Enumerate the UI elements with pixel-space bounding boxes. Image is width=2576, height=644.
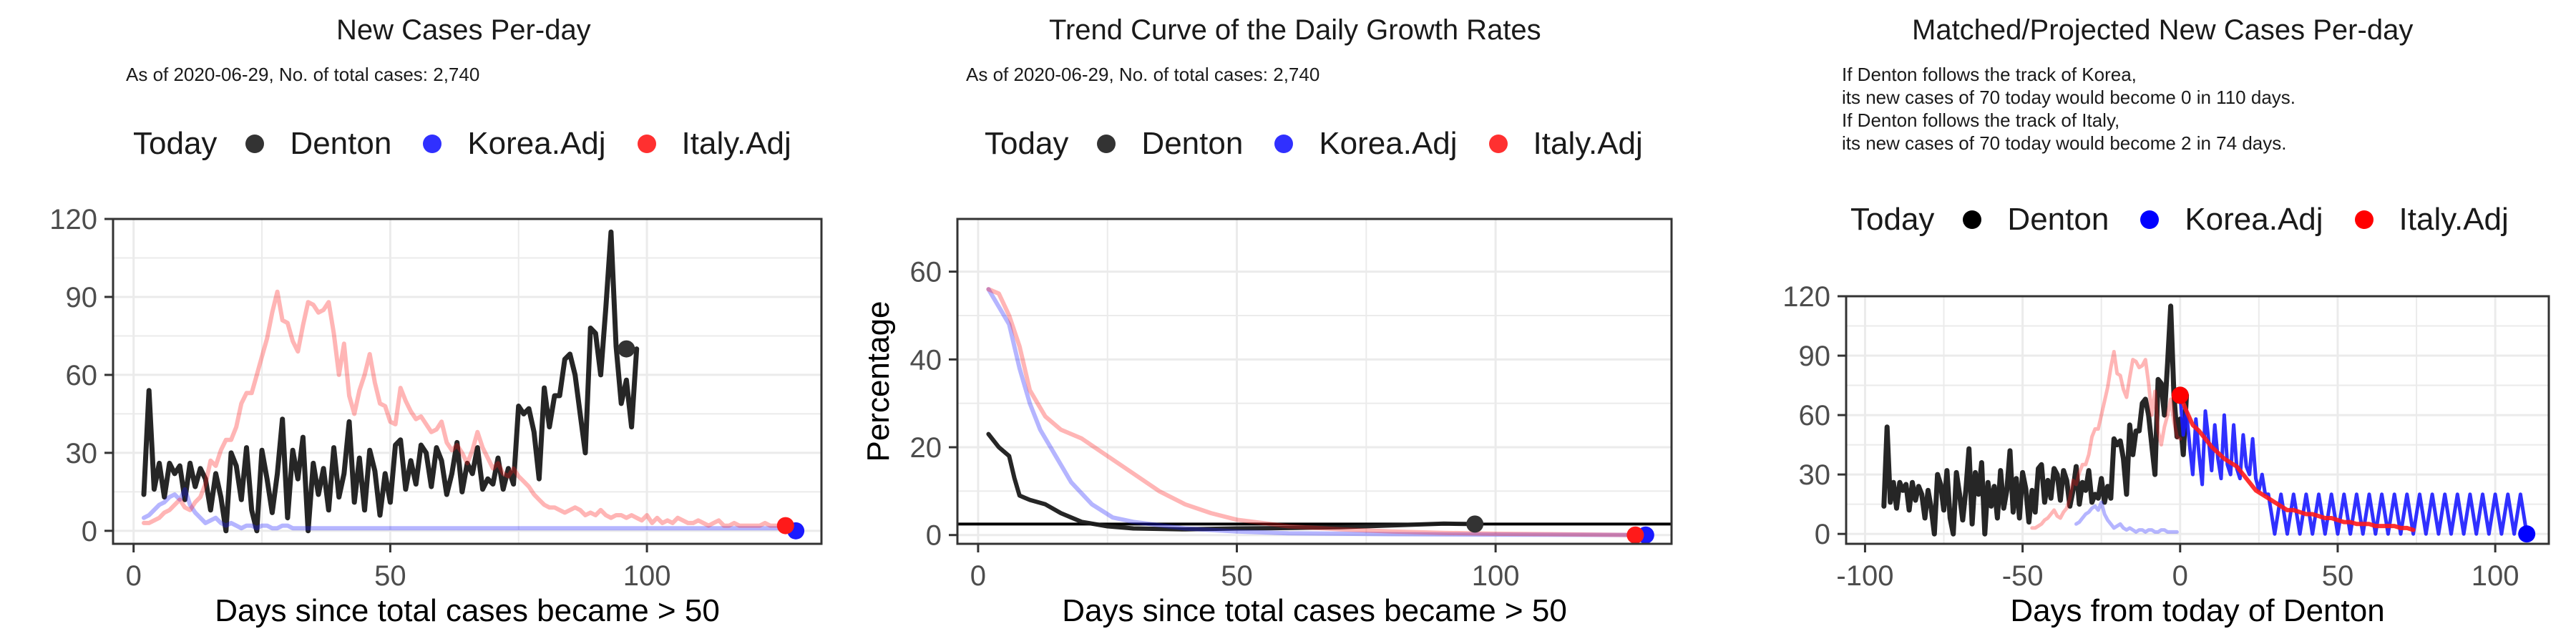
series-line: [986, 431, 1478, 532]
endpoint-marker: [1466, 515, 1484, 533]
note-line: If Denton follows the track of Korea,: [1842, 64, 2137, 85]
y-tick-label: 60: [1799, 400, 1831, 431]
series-line: [141, 229, 640, 534]
legend-label: Denton: [290, 126, 392, 161]
y-tick-label: 0: [926, 520, 942, 552]
panel-new-cases: New Cases Per-day As of 2020-06-29, No. …: [0, 0, 859, 644]
legend-item-korea: Korea.Adj: [1274, 126, 1458, 162]
legend-title: Today: [133, 126, 218, 161]
x-tick-label: 100: [1472, 560, 1520, 592]
y-tick-label: 40: [910, 344, 942, 376]
legend-label: Denton: [1141, 126, 1244, 161]
legend-dot-italy: [2354, 210, 2373, 229]
legend-item-italy: Italy.Adj: [637, 126, 791, 162]
series-line: [142, 289, 793, 528]
x-tick-label: 100: [623, 560, 671, 592]
legend-label: Italy.Adj: [681, 126, 791, 161]
panel-title: Matched/Projected New Cases Per-day: [1912, 14, 2414, 46]
legend-dot-denton: [245, 135, 265, 153]
series-line: [142, 487, 799, 533]
y-tick-label: 0: [82, 516, 97, 547]
legend-item-korea: Korea.Adj: [423, 126, 606, 162]
endpoint-marker: [2518, 525, 2536, 543]
y-tick-label: 30: [1799, 459, 1831, 491]
x-tick-label: 0: [2172, 560, 2188, 592]
y-tick-label: 60: [66, 360, 98, 391]
legend-label: Italy.Adj: [1533, 126, 1643, 161]
series-line: [2030, 350, 2182, 530]
legend-item-korea: Korea.Adj: [2140, 202, 2323, 238]
legend-title: Today: [985, 126, 1069, 161]
legend-item-italy: Italy.Adj: [1488, 126, 1643, 162]
x-tick-label: 50: [374, 560, 406, 592]
x-axis-label: Days from today of Denton: [2010, 593, 2384, 628]
series-line: [1881, 303, 2190, 537]
legend-dot-denton: [1963, 210, 1982, 229]
legend-dot-italy: [1488, 135, 1508, 153]
legend-label: Korea.Adj: [2185, 202, 2323, 237]
x-axis-label: Days since total cases became > 50: [215, 593, 720, 628]
legend-dot-italy: [637, 135, 656, 153]
y-tick-label: 20: [910, 432, 942, 464]
plot-projected: -100 -50 0 50 100 0 30 60 90 120 Days from today o…: [1782, 281, 2550, 628]
legend-item-denton: Denton: [245, 126, 391, 162]
series-line: [2177, 393, 2416, 532]
legend-item-italy: Italy.Adj: [2354, 202, 2509, 238]
x-tick-label: -50: [2002, 560, 2044, 592]
panel-title: Trend Curve of the Daily Growth Rates: [1049, 14, 1541, 46]
legend: Today Denton Korea.Adj Italy.Adj: [985, 126, 1674, 162]
legend-item-denton: Denton: [1963, 202, 2109, 238]
y-tick-label: 90: [1799, 341, 1831, 372]
x-tick-label: 50: [2322, 560, 2354, 592]
y-tick-label: 0: [1815, 519, 1830, 550]
series-line: [986, 287, 1648, 537]
y-tick-label: 120: [49, 204, 97, 235]
x-tick-label: 100: [2472, 560, 2519, 592]
legend: Today Denton Korea.Adj Italy.Adj: [1850, 202, 2540, 238]
panel-border: [1845, 295, 2550, 545]
panel-note: If Denton follows the track of Korea, it…: [1842, 63, 2296, 155]
y-tick-label: 30: [66, 438, 98, 469]
plot-growth-rates: 0 50 100 0 20 40 60 Days since total cases beca…: [861, 218, 1673, 628]
legend-label: Denton: [2007, 202, 2109, 237]
legend-label: Italy.Adj: [2399, 202, 2509, 237]
x-tick-label: -100: [1836, 560, 1893, 592]
y-axis-label: Percentage: [861, 301, 896, 462]
y-tick-label: 120: [1782, 281, 1830, 313]
note-line: its new cases of 70 today would become 0…: [1842, 87, 2296, 108]
note-line: its new cases of 70 today would become 2…: [1842, 132, 2287, 154]
panel-title: New Cases Per-day: [336, 14, 591, 46]
x-axis-label: Days since total cases became > 50: [1062, 593, 1567, 628]
endpoint-marker: [776, 517, 794, 535]
legend-dot-korea: [2140, 210, 2160, 229]
note-line: If Denton follows the track of Italy,: [1842, 109, 2120, 131]
legend-dot-korea: [423, 135, 442, 153]
legend: Today Denton Korea.Adj Italy.Adj: [133, 126, 823, 162]
y-tick-label: 90: [66, 282, 98, 313]
legend-title: Today: [1850, 202, 1935, 237]
panel-border: [112, 218, 823, 545]
legend-dot-denton: [1097, 135, 1116, 153]
series-line: [986, 287, 1638, 537]
series-line: [2074, 500, 2179, 534]
x-tick-label: 0: [970, 560, 986, 592]
panel-subtitle: As of 2020-06-29, No. of total cases: 2,…: [966, 64, 1320, 85]
x-tick-label: 50: [1221, 560, 1253, 592]
legend-item-denton: Denton: [1097, 126, 1243, 162]
x-tick-label: 0: [126, 560, 142, 592]
legend-dot-korea: [1274, 135, 1294, 153]
panel-subtitle: As of 2020-06-29, No. of total cases: 2,…: [126, 64, 480, 85]
legend-label: Korea.Adj: [1319, 126, 1458, 161]
panel-projected: Matched/Projected New Cases Per-day If D…: [1717, 0, 2576, 644]
panel-border: [956, 218, 1673, 545]
panel-growth-rates: Trend Curve of the Daily Growth Rates As…: [859, 0, 1717, 644]
endpoint-marker: [1626, 526, 1644, 544]
endpoint-marker: [2171, 386, 2189, 404]
y-tick-label: 60: [910, 257, 942, 288]
legend-label: Korea.Adj: [467, 126, 606, 161]
plot-new-cases: 0 50 100 0 30 60 90 120 Days since total cases b…: [49, 204, 823, 628]
endpoint-marker: [618, 340, 635, 358]
